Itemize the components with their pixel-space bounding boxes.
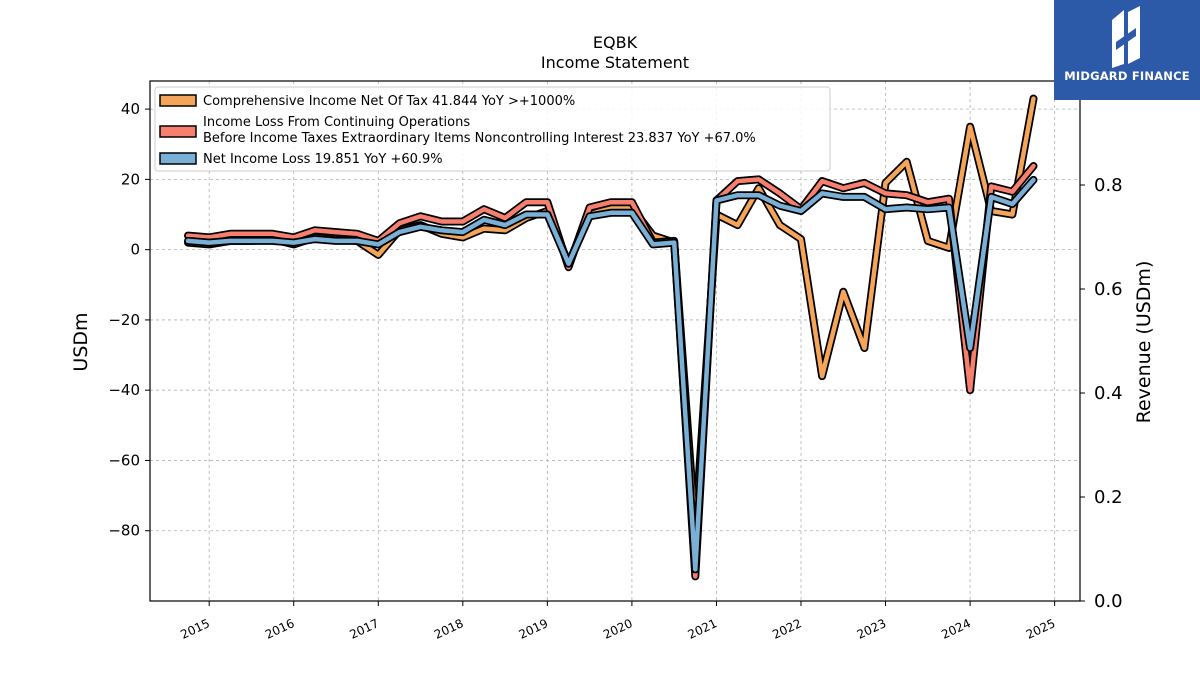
- brand-name: MIDGARD FINANCE: [1064, 69, 1190, 83]
- legend-swatch-net-income-loss: [159, 152, 197, 165]
- legend-swatch-comprehensive-income: [159, 94, 197, 107]
- chart-subtitle: Income Statement: [541, 53, 689, 72]
- x-tick-label: 2018: [432, 616, 466, 642]
- y2-axis-ticks: 0.0 0.2 0.4 0.6 0.8: [1080, 175, 1123, 612]
- x-tick-label: 2016: [263, 616, 297, 642]
- y2-tick-label: 0.6: [1094, 279, 1123, 300]
- y-tick-label: −60: [108, 451, 140, 469]
- y-axis-label: USDm: [70, 312, 92, 371]
- x-tick-label: 2021: [686, 616, 720, 642]
- y2-axis-label: Revenue (USDm): [1133, 261, 1155, 424]
- y-tick-label: −80: [108, 522, 140, 540]
- y2-tick-label: 0.8: [1094, 175, 1123, 196]
- plot-frame: [149, 80, 1081, 602]
- y2-tick-label: 0.0: [1094, 591, 1123, 612]
- x-tick-label: 2020: [601, 616, 635, 642]
- brand-logo: MIDGARD FINANCE: [1054, 0, 1200, 100]
- x-tick-label: 2019: [517, 616, 551, 642]
- legend-label-comprehensive-income: Comprehensive Income Net Of Tax 41.844 Y…: [203, 94, 575, 109]
- y2-tick-label: 0.2: [1094, 487, 1123, 508]
- legend-swatch-income-loss-continuing: [159, 125, 197, 138]
- series-line-income-loss-continuing: [185, 163, 1036, 579]
- legend-label-income-loss-continuing: Income Loss From Continuing Operations B…: [203, 115, 756, 146]
- series-lines: [184, 94, 1038, 581]
- y-axis-ticks: −80 −60 −40 −20 0 20 40: [108, 100, 150, 540]
- brand-mark-icon: [1112, 6, 1140, 68]
- x-tick-label: 2022: [770, 616, 804, 642]
- x-tick-label: 2023: [855, 616, 889, 642]
- x-axis-ticks: 2015 2016 2017 2018 2019 2020 2021 2022 2023 2024…: [178, 601, 1057, 642]
- series-outline-income-loss-continuing: [184, 162, 1038, 581]
- series-line-net-income-loss: [185, 177, 1036, 572]
- chart-title: EQBK: [593, 33, 638, 52]
- y-tick-label: 40: [121, 100, 140, 118]
- y-tick-label: −40: [108, 381, 140, 399]
- legend-label-net-income-loss: Net Income Loss 19.851 YoY +60.9%: [203, 152, 443, 167]
- x-tick-label: 2017: [347, 616, 381, 642]
- x-tick-label: 2025: [1024, 616, 1058, 642]
- x-tick-label: 2015: [178, 616, 212, 642]
- y-tick-label: 20: [121, 170, 140, 188]
- x-tick-label: 2024: [939, 616, 973, 642]
- y-tick-label: −20: [108, 311, 140, 329]
- legend-box: [154, 86, 831, 172]
- y2-tick-label: 0.4: [1094, 383, 1123, 404]
- legend: Comprehensive Income Net Of Tax 41.844 Y…: [154, 86, 831, 172]
- y-tick-label: 0: [130, 241, 140, 259]
